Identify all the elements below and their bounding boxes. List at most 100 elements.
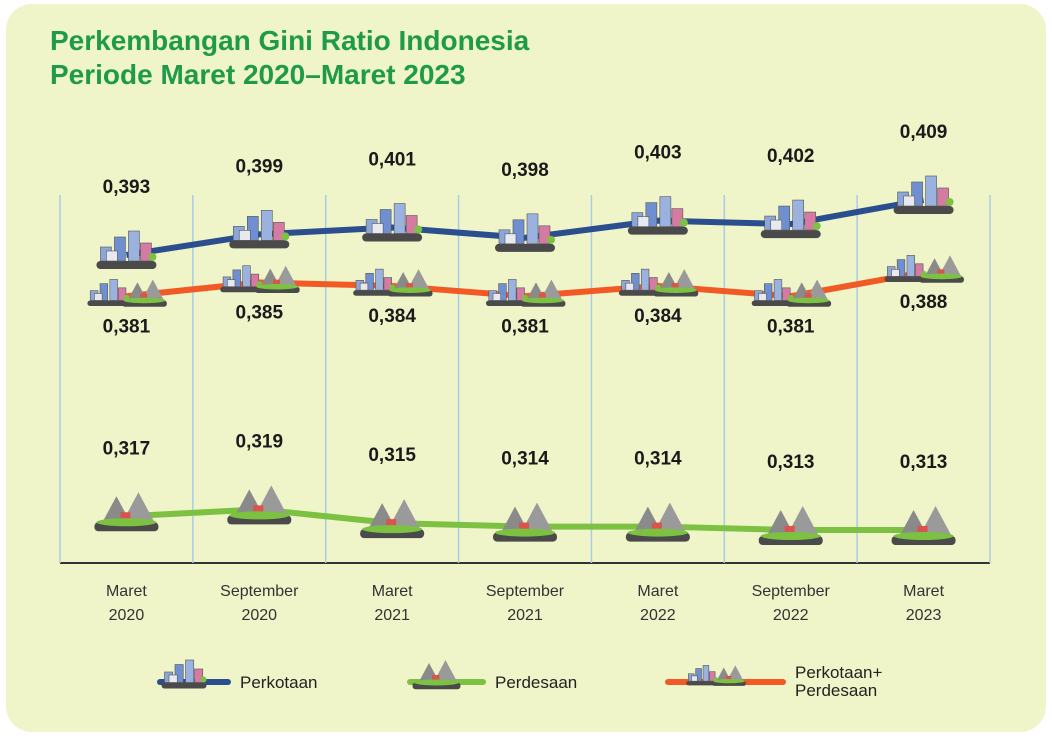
icon-grass [256,283,299,290]
legend-icon [686,665,746,686]
data-label: 0,384 [634,306,682,327]
icon-tree [679,218,688,227]
icon-grass [96,518,157,527]
icon-building [637,216,650,227]
icon-building [773,279,783,301]
icon-building [526,213,539,245]
icon-base [627,226,688,235]
icon-tree [945,198,954,206]
icon-building [498,283,507,301]
icon-building [106,250,118,262]
x-tick-label: Maret 2021 [372,583,413,624]
icon-building [242,265,251,288]
icon-tree [547,235,555,244]
point-icon [495,213,555,252]
icon-house [253,505,264,516]
data-label: 0,381 [501,316,549,337]
data-label: 0,314 [501,449,549,470]
icon-building [128,230,140,262]
icon-base [229,240,290,249]
point-icon [362,203,423,242]
icon-building [671,208,684,227]
icon-base [161,682,207,689]
point-icon [87,279,167,307]
data-label: 0,319 [236,431,284,452]
icon-building [375,268,384,291]
icon-building [232,269,241,287]
point-icon [627,196,688,235]
icon-grass [522,297,564,304]
icon-building [903,195,915,207]
icon-building [804,211,817,231]
icon-building [168,674,178,683]
icon-building [272,222,285,241]
icon-building [140,242,152,262]
icon-grass [920,273,963,280]
icon-house [917,526,928,536]
icon-grass [627,528,688,537]
icon-tree [148,253,157,261]
icon-building [649,277,658,291]
icon-grass [495,528,555,537]
point-icon [893,175,954,214]
data-label: 0,399 [236,156,284,177]
data-label: 0,398 [501,160,549,181]
icon-building [405,215,418,234]
icon-building [937,187,949,207]
icon-house [432,675,440,683]
chart-title: Perkembangan Gini Ratio Indonesia [50,25,530,56]
icon-building [891,269,900,277]
icon-building [695,668,702,682]
point-icon [891,506,956,545]
icon-building [625,282,634,291]
point-icon [493,502,557,542]
x-tick-label: Maret 2023 [903,583,944,624]
icon-building [508,279,517,301]
icon-building [770,219,783,231]
icon-building [778,205,791,231]
data-label: 0,393 [103,177,151,198]
icon-building [896,259,906,277]
x-tick-label: Maret 2022 [637,583,678,624]
data-label: 0,381 [103,316,151,337]
icon-house [273,279,281,287]
icon-building [185,659,195,683]
icon-building [906,255,915,277]
icon-grass [414,679,459,686]
background [6,4,1046,732]
icon-building [238,230,251,241]
point-icon [360,499,425,539]
point-icon [486,279,566,307]
icon-house [937,269,945,277]
icon-building [99,283,109,301]
icon-tree [281,232,290,241]
data-label: 0,409 [900,122,948,143]
x-tick-label: September 2022 [752,583,831,624]
icon-grass [229,511,290,520]
icon-house [725,675,732,682]
icon-base [495,243,555,252]
icon-building [250,273,260,288]
icon-base [686,681,718,686]
icon-building [925,175,937,207]
icon-base [884,276,927,282]
icon-tree [812,222,821,231]
icon-building [365,273,374,291]
icon-grass [760,532,821,540]
icon-base [87,300,130,307]
data-label: 0,315 [368,445,416,466]
x-tick-label: Maret 2020 [106,583,147,624]
icon-tree [414,225,423,234]
icon-base [618,290,661,296]
icon-grass [654,287,697,293]
icon-building [709,671,716,682]
icon-building [631,273,640,291]
data-label: 0,385 [236,303,284,324]
icon-building [911,181,923,207]
data-label: 0,402 [767,146,815,167]
icon-mountain [938,255,962,277]
icon-building [109,279,118,301]
icon-house [140,293,148,301]
icon-building [371,223,384,234]
icon-grass [362,525,423,534]
